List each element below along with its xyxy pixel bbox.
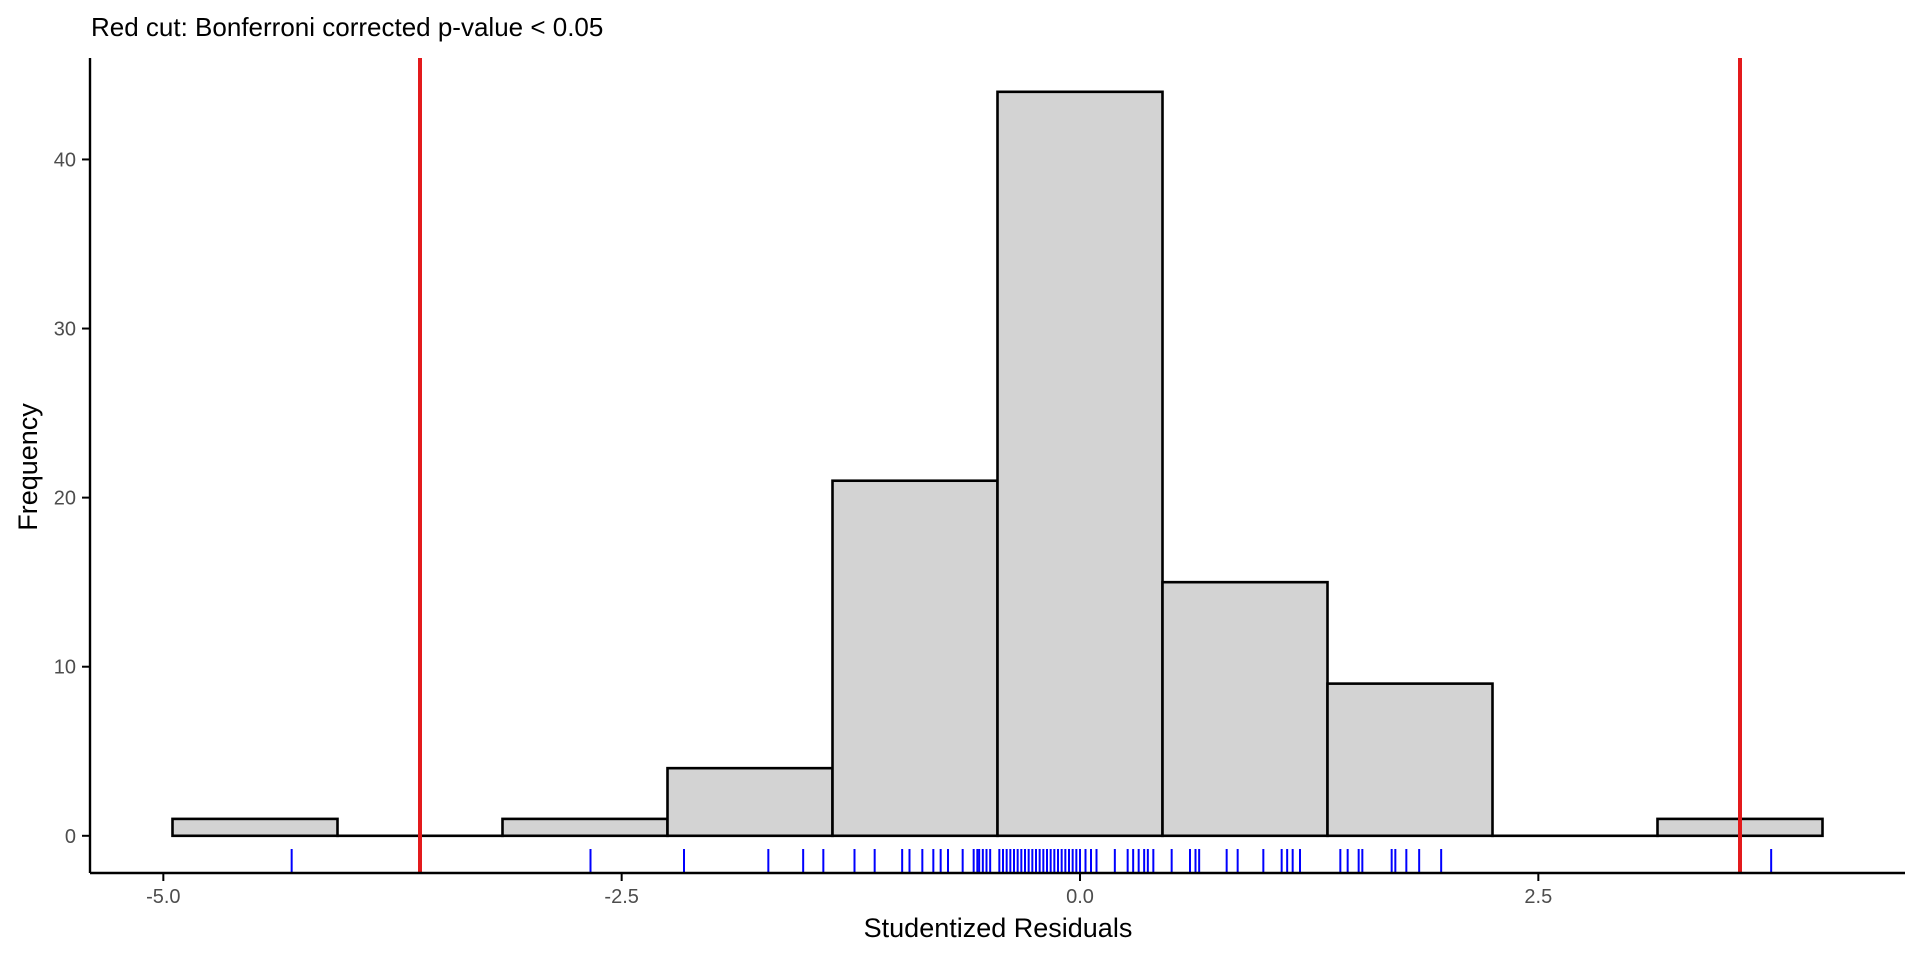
histogram-bar-0: [171, 817, 339, 838]
histogram-bar-2: [501, 817, 669, 838]
y-tick-label-0: 0: [65, 826, 76, 848]
y-tick-label-3: 30: [54, 319, 76, 341]
x-tick-label-2: 0.0: [1066, 886, 1094, 908]
histogram-bar-6: [1161, 580, 1329, 838]
y-axis-label: Frequency: [13, 403, 43, 531]
y-tick-label-4: 40: [54, 149, 76, 171]
histogram-bar-7: [1326, 682, 1494, 838]
histogram-bar-4: [831, 479, 999, 838]
y-axis-ticks: 0 10 20 30 40: [54, 149, 90, 848]
x-axis-label: Studentized Residuals: [864, 913, 1133, 943]
x-tick-label-1: -2.5: [604, 886, 638, 908]
y-tick-label-1: 10: [54, 657, 76, 679]
x-tick-label-0: -5.0: [146, 886, 180, 908]
histogram-bars: [171, 90, 1824, 838]
axes: [88, 58, 1905, 875]
chart-title: Red cut: Bonferroni corrected p-value < …: [91, 12, 603, 42]
rug-marks: [290, 849, 1773, 872]
x-axis-ticks: -5.0 -2.5 0.0 2.5: [146, 873, 1552, 908]
histogram-bar-5: [996, 90, 1164, 838]
x-tick-label-3: 2.5: [1524, 886, 1552, 908]
cutoff-lines: [418, 58, 1742, 873]
y-tick-label-2: 20: [54, 488, 76, 510]
histogram-bar-3: [666, 766, 834, 838]
